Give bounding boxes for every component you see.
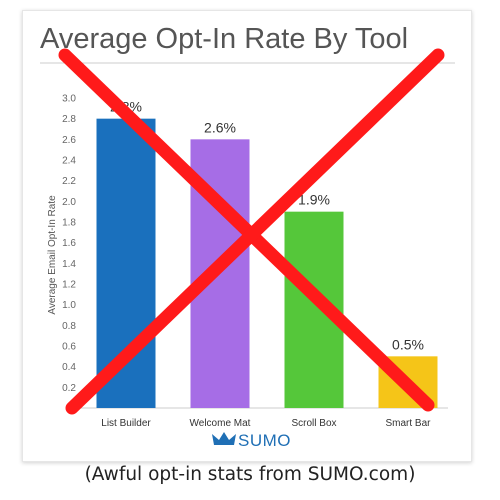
- sumo-logo: SUMO: [212, 431, 291, 450]
- chart-title: Average Opt-In Rate By Tool: [40, 23, 408, 55]
- y-tick-label: 1.6: [62, 238, 76, 249]
- bar-labels-group: 2.8%2.6%1.9%0.5%: [110, 99, 424, 353]
- x-tick-label: Welcome Mat: [190, 418, 251, 429]
- crown-icon: [212, 432, 236, 445]
- y-tick-label: 0.8: [62, 321, 76, 332]
- y-tick-label: 1.4: [62, 259, 76, 270]
- x-tick-label: List Builder: [101, 418, 151, 429]
- x-tick-label: Smart Bar: [385, 418, 431, 429]
- y-tick-label: 2.4: [62, 156, 76, 167]
- y-tick-label: 2.2: [62, 176, 76, 187]
- y-tick-label: 2.8: [62, 114, 76, 125]
- bar-value-label: 2.6%: [204, 119, 236, 135]
- y-tick-label: 2.6: [62, 135, 76, 146]
- y-tick-label: 0.4: [62, 362, 76, 373]
- y-tick-label: 0.6: [62, 342, 76, 353]
- y-axis-label: Average Email Opt-In Rate: [47, 195, 58, 315]
- y-tick-label: 1.2: [62, 280, 76, 291]
- bar-value-label: 1.9%: [298, 192, 330, 208]
- y-tick-label: 2.0: [62, 197, 76, 208]
- y-tick-label: 3.0: [62, 94, 76, 105]
- x-tick-label: Scroll Box: [291, 418, 336, 429]
- y-tick-label: 1.8: [62, 218, 76, 229]
- y-axis-ticks: 00.20.40.60.81.01.21.41.61.82.02.22.42.6…: [62, 94, 76, 415]
- red-x-icon: [58, 48, 445, 415]
- y-tick-label: 1.0: [62, 300, 76, 311]
- y-tick-label: 0.2: [62, 383, 76, 394]
- x-axis-ticks: List Builder Welcome Mat Scroll Box Smart B…: [101, 418, 431, 429]
- bar-value-label: 0.5%: [392, 336, 424, 352]
- caption: (Awful opt-in stats from SUMO.com): [84, 464, 416, 485]
- logo-text: SUMO: [238, 431, 291, 450]
